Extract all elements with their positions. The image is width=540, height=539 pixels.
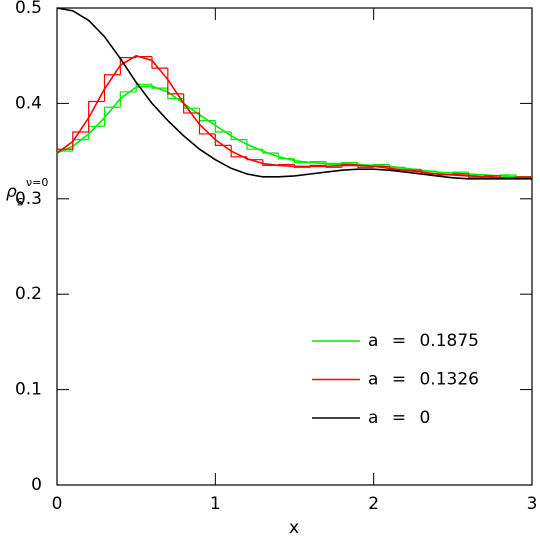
histogram-step [183, 93, 200, 114]
histogram-step [88, 125, 105, 140]
plot-frame [56, 7, 533, 486]
x-tick-label: 3 [527, 494, 538, 514]
y-axis-label: ρ [6, 182, 17, 202]
histogram-step [325, 161, 342, 166]
y-axis-label-sub: s [17, 195, 24, 210]
series-line [56, 7, 532, 180]
legend-label: a = 0 [368, 408, 430, 428]
x-tick-label: 1 [210, 494, 221, 514]
series-line [56, 85, 532, 178]
x-axis-label: x [289, 518, 299, 538]
histogram-step [88, 100, 105, 133]
histogram-step [214, 133, 232, 146]
y-tick-label: 0 [31, 475, 42, 495]
histogram-step [103, 106, 121, 127]
y-axis-label-sup: ν=0 [26, 176, 48, 189]
histogram-step [135, 56, 152, 58]
y-tick-label: 0.1 [15, 380, 42, 400]
y-tick-label: 0.2 [15, 284, 42, 304]
x-tick-label: 0 [52, 494, 63, 514]
series-line [56, 54, 532, 179]
histogram-step [341, 163, 358, 168]
histogram-step [103, 74, 121, 102]
histogram-step [119, 91, 137, 108]
histogram-step [246, 156, 263, 161]
histogram-step [293, 164, 311, 168]
y-tick-label: 0.3 [15, 189, 42, 209]
y-tick-label: 0.5 [15, 0, 42, 18]
legend-label: a = 0.1875 [368, 331, 479, 351]
histogram-step [167, 68, 184, 95]
histogram-step [198, 108, 216, 122]
x-tick-label: 2 [368, 494, 379, 514]
y-tick-label: 0.4 [15, 93, 42, 113]
histogram-step [72, 131, 89, 150]
histogram-step [135, 83, 152, 92]
legend-label: a = 0.1326 [368, 370, 479, 390]
histogram-step [230, 132, 247, 141]
